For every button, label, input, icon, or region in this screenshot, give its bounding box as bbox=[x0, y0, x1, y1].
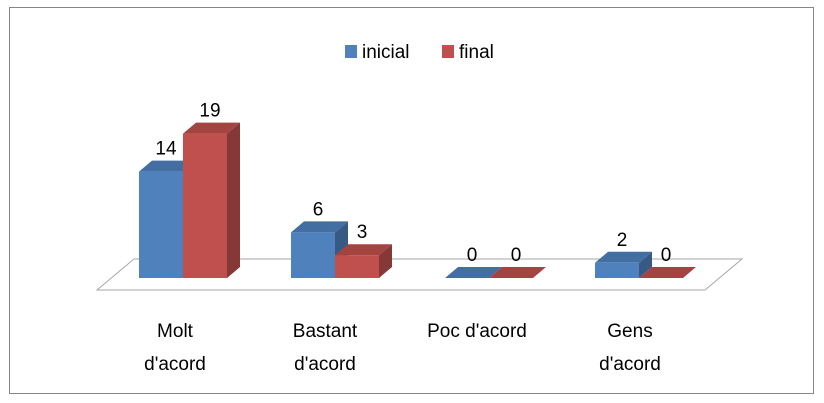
data-label-final-2: 0 bbox=[511, 245, 522, 266]
category-label-1: Bastant d'acord bbox=[293, 321, 358, 375]
bar-inicial-2 bbox=[445, 267, 502, 278]
data-label-inicial-2: 0 bbox=[467, 245, 478, 266]
category-label-3: Gens d'acord bbox=[599, 321, 661, 375]
legend-item-inicial: inicial bbox=[345, 42, 410, 63]
legend-swatch bbox=[345, 45, 357, 58]
bar-final-3 bbox=[639, 267, 696, 278]
bar-front bbox=[139, 171, 183, 278]
bar-side bbox=[379, 244, 392, 278]
legend-item-final: final bbox=[442, 42, 494, 63]
bar-top bbox=[445, 267, 502, 278]
bar-final-2 bbox=[489, 267, 546, 278]
chart-floor bbox=[95, 258, 744, 291]
data-labels: 14 6 0 2 19 3 0 0 bbox=[155, 101, 671, 266]
bar-top bbox=[639, 267, 696, 278]
bar-front bbox=[291, 232, 335, 278]
bar-top bbox=[595, 251, 652, 263]
category-label-0: Molt d'acord bbox=[144, 321, 206, 375]
bar-front bbox=[595, 262, 639, 278]
bar-front bbox=[335, 255, 379, 278]
bar-inicial-3 bbox=[595, 251, 652, 278]
data-label-final-1: 3 bbox=[357, 222, 368, 243]
bar-top bbox=[139, 160, 196, 172]
data-label-inicial-3: 2 bbox=[617, 230, 628, 251]
bar-top bbox=[291, 221, 348, 233]
data-label-final-0: 19 bbox=[199, 101, 220, 122]
legend-label: final bbox=[459, 42, 494, 63]
bar-top bbox=[489, 267, 546, 278]
category-labels: Molt d'acord Bastant d'acord Poc d'acord Gens… bbox=[144, 321, 661, 375]
data-label-inicial-0: 14 bbox=[155, 139, 177, 160]
floor-plane bbox=[95, 258, 744, 291]
legend-swatch bbox=[442, 45, 454, 58]
bar-front bbox=[183, 133, 227, 278]
data-label-final-3: 0 bbox=[661, 245, 672, 266]
bar-side bbox=[227, 122, 240, 278]
bar-final-1 bbox=[335, 244, 392, 278]
bar-final-0 bbox=[183, 122, 240, 278]
bar-top bbox=[183, 122, 240, 134]
legend: inicial final bbox=[345, 42, 494, 63]
bars bbox=[139, 122, 696, 278]
bar-top bbox=[335, 244, 392, 256]
category-label-2: Poc d'acord bbox=[427, 321, 527, 342]
legend-label: inicial bbox=[362, 42, 410, 63]
data-label-inicial-1: 6 bbox=[313, 199, 324, 220]
bar-side bbox=[639, 251, 652, 278]
